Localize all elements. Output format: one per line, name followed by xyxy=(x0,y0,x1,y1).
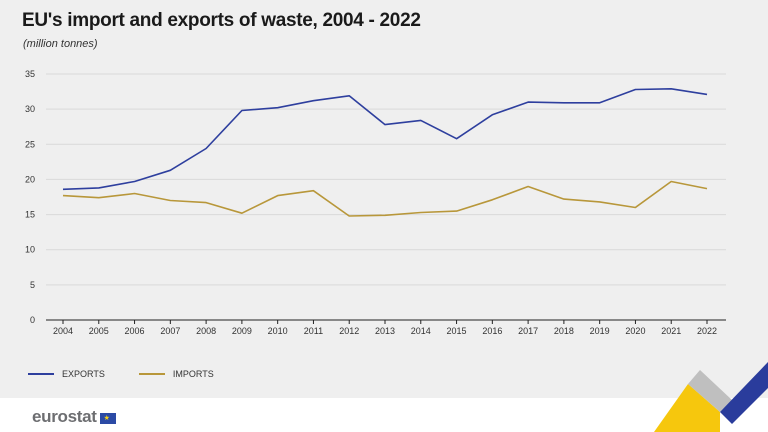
y-tick-label: 15 xyxy=(25,210,35,220)
x-tick-label: 2013 xyxy=(375,326,395,336)
series-line-exports[interactable] xyxy=(62,88,708,191)
legend-label-imports: IMPORTS xyxy=(172,369,214,379)
x-tick-label: 2010 xyxy=(268,326,288,336)
eu-flag-icon xyxy=(99,412,116,424)
legend-swatch-exports xyxy=(28,373,54,375)
x-tick-label: 2022 xyxy=(697,326,717,336)
x-tick-label: 2014 xyxy=(411,326,431,336)
x-tick-label: 2009 xyxy=(232,326,252,336)
y-tick-label: 30 xyxy=(25,104,35,114)
x-tick-label: 2006 xyxy=(125,326,145,336)
x-tick-label: 2017 xyxy=(518,326,538,336)
chart-title: EU's import and exports of waste, 2004 -… xyxy=(22,10,421,31)
y-tick-label: 35 xyxy=(25,69,35,79)
series-lines xyxy=(62,88,708,217)
gridlines xyxy=(46,73,726,286)
x-tick-label: 2019 xyxy=(590,326,610,336)
x-tick-label: 2012 xyxy=(339,326,359,336)
logo-text: eurostat xyxy=(32,407,97,426)
x-tick-label: 2004 xyxy=(53,326,73,336)
x-tick-label: 2007 xyxy=(160,326,180,336)
y-tick-label: 20 xyxy=(25,174,35,184)
chart-subtitle: (million tonnes) xyxy=(23,38,98,50)
y-tick-label: 0 xyxy=(30,315,35,325)
x-tick-label: 2016 xyxy=(482,326,502,336)
legend-item-imports[interactable]: IMPORTS xyxy=(138,369,214,379)
legend-label-exports: EXPORTS xyxy=(62,369,105,379)
x-tick-label: 2008 xyxy=(196,326,216,336)
legend-swatch-imports xyxy=(138,373,165,375)
y-tick-label: 25 xyxy=(25,139,35,149)
x-tick-label: 2020 xyxy=(625,326,645,336)
y-tick-label: 10 xyxy=(25,245,35,255)
corner-chevron-decoration xyxy=(654,362,768,432)
footer: eurostat xyxy=(0,398,768,432)
x-tick-label: 2005 xyxy=(89,326,109,336)
x-tick-label: 2018 xyxy=(554,326,574,336)
series-line-imports[interactable] xyxy=(62,180,708,217)
axes: 0 5 10 15 20 25 30 35 2004 2005 2006 2007 2008 2009 20… xyxy=(25,69,726,336)
x-tick-label: 2021 xyxy=(661,326,681,336)
x-tick-label: 2011 xyxy=(304,326,323,336)
x-tick-label: 2015 xyxy=(447,326,467,336)
legend-item-exports[interactable]: EXPORTS xyxy=(28,369,105,379)
legend: EXPORTS IMPORTS xyxy=(28,369,214,379)
eurostat-logo: eurostat xyxy=(32,407,116,427)
y-tick-label: 5 xyxy=(30,280,35,290)
line-chart: 0 5 10 15 20 25 30 35 2004 2005 2006 2007 2008 2009 20… xyxy=(25,69,726,336)
